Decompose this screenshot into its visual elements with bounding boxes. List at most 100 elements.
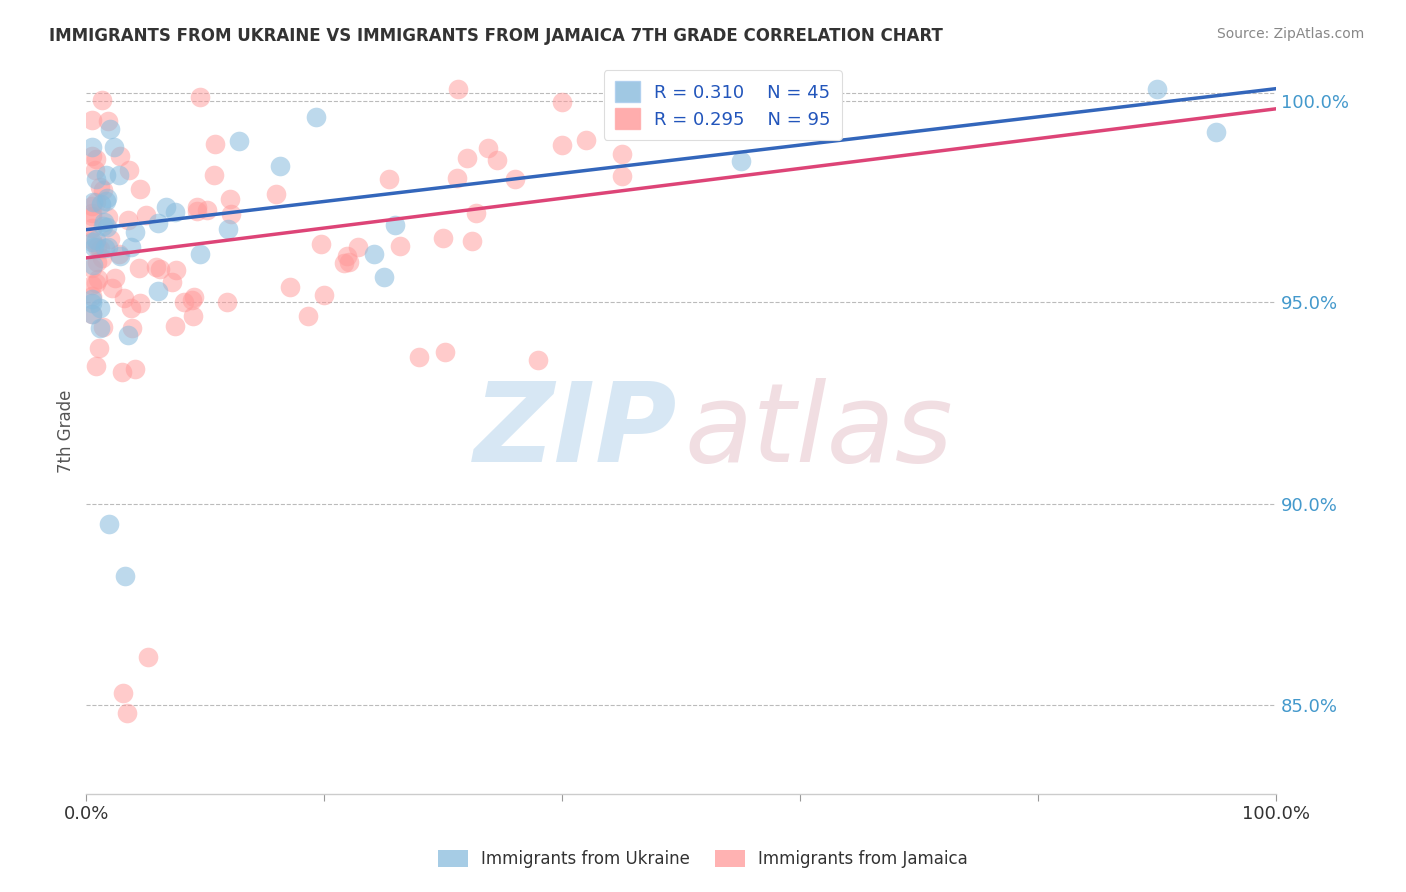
Point <box>104 271 127 285</box>
Point <box>97 114 120 128</box>
Point <box>82 307 104 321</box>
Point <box>82 112 104 127</box>
Point <box>89 301 111 315</box>
Point <box>111 686 134 700</box>
Point <box>217 222 239 236</box>
Point <box>108 168 131 182</box>
Point <box>575 133 598 147</box>
Text: Source: ZipAtlas.com: Source: ZipAtlas.com <box>1216 27 1364 41</box>
Point <box>503 172 526 186</box>
Point <box>610 169 633 183</box>
Point <box>82 258 104 272</box>
Point <box>264 187 287 202</box>
Point <box>89 321 111 335</box>
Point <box>202 168 225 182</box>
Point <box>82 295 104 310</box>
Point <box>100 280 122 294</box>
Point <box>96 191 118 205</box>
Point <box>551 95 574 109</box>
Point <box>145 260 167 274</box>
Point <box>165 204 187 219</box>
Point <box>465 206 488 220</box>
Point <box>118 163 141 178</box>
Point <box>180 293 202 308</box>
Point <box>377 172 399 186</box>
Point <box>347 239 370 253</box>
Point <box>117 212 139 227</box>
Point <box>146 216 169 230</box>
Point <box>384 218 406 232</box>
Point <box>84 194 107 209</box>
Point <box>434 345 457 359</box>
Point <box>82 209 104 223</box>
Point <box>98 121 121 136</box>
Point <box>312 288 335 302</box>
Point <box>82 140 104 154</box>
Point <box>730 81 752 95</box>
Point <box>128 261 150 276</box>
Point <box>93 219 115 233</box>
Point <box>82 288 104 302</box>
Point <box>160 275 183 289</box>
Point <box>89 180 111 194</box>
Point <box>83 240 105 254</box>
Point <box>98 232 121 246</box>
Point <box>86 240 108 254</box>
Point <box>219 192 242 206</box>
Point <box>305 110 328 124</box>
Point <box>527 352 550 367</box>
Point <box>432 230 454 244</box>
Point <box>309 236 332 251</box>
Point <box>121 321 143 335</box>
Point <box>84 163 107 178</box>
Point <box>124 362 146 376</box>
Point <box>138 649 160 664</box>
Point <box>117 328 139 343</box>
Point <box>82 292 104 306</box>
Point <box>165 263 187 277</box>
Point <box>280 280 302 294</box>
Point <box>730 153 752 168</box>
Point <box>447 81 470 95</box>
Point <box>188 247 211 261</box>
Text: IMMIGRANTS FROM UKRAINE VS IMMIGRANTS FROM JAMAICA 7TH GRADE CORRELATION CHART: IMMIGRANTS FROM UKRAINE VS IMMIGRANTS FR… <box>49 27 943 45</box>
Point <box>97 210 120 224</box>
Point <box>183 290 205 304</box>
Legend: Immigrants from Ukraine, Immigrants from Jamaica: Immigrants from Ukraine, Immigrants from… <box>432 843 974 875</box>
Point <box>124 225 146 239</box>
Point <box>204 137 226 152</box>
Point <box>86 152 108 166</box>
Point <box>165 318 187 333</box>
Point <box>135 208 157 222</box>
Point <box>188 90 211 104</box>
Point <box>408 350 430 364</box>
Point <box>129 295 152 310</box>
Point <box>146 285 169 299</box>
Point <box>115 706 138 720</box>
Point <box>477 141 499 155</box>
Point <box>96 169 118 183</box>
Point <box>388 239 411 253</box>
Point <box>108 149 131 163</box>
Point <box>186 200 208 214</box>
Point <box>114 569 136 583</box>
Point <box>460 234 482 248</box>
Point <box>84 172 107 186</box>
Point <box>93 214 115 228</box>
Point <box>97 240 120 254</box>
Point <box>149 261 172 276</box>
Point <box>551 138 574 153</box>
Point <box>94 241 117 255</box>
Point <box>186 204 208 219</box>
Point <box>111 365 134 379</box>
Point <box>82 278 104 293</box>
Point <box>82 206 104 220</box>
Point <box>363 246 385 260</box>
Point <box>91 182 114 196</box>
Text: ZIP: ZIP <box>474 377 678 484</box>
Point <box>86 233 108 247</box>
Point <box>87 341 110 355</box>
Point <box>98 516 121 531</box>
Point <box>96 220 118 235</box>
Point <box>446 170 468 185</box>
